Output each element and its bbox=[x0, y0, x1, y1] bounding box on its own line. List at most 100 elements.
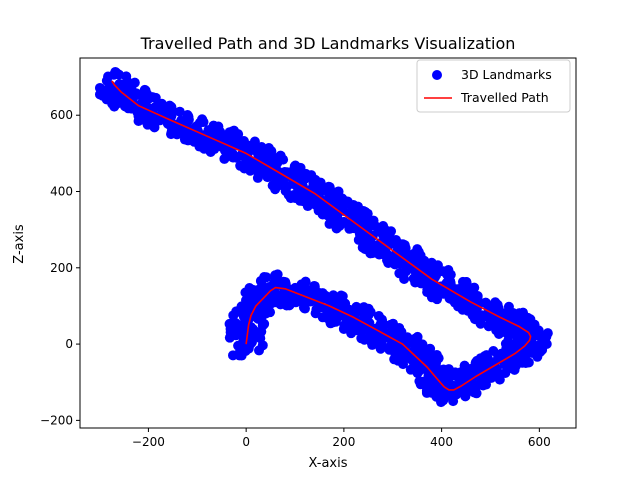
landmark-point bbox=[504, 324, 515, 335]
landmark-point bbox=[357, 242, 368, 253]
y-tick-label: 0 bbox=[65, 337, 73, 351]
landmark-point bbox=[324, 218, 335, 229]
landmark-point bbox=[332, 195, 343, 206]
landmark-point bbox=[365, 241, 376, 252]
y-tick-label: 600 bbox=[50, 108, 73, 122]
landmark-point bbox=[263, 142, 274, 153]
landmark-point bbox=[238, 136, 249, 147]
landmark-point bbox=[461, 281, 472, 292]
landmark-point bbox=[231, 152, 242, 163]
landmark-point bbox=[332, 186, 343, 197]
landmark-point bbox=[310, 199, 321, 210]
landmark-point bbox=[541, 339, 552, 350]
landmark-point bbox=[355, 233, 366, 244]
landmark-point bbox=[431, 357, 442, 368]
landmark-point bbox=[459, 371, 470, 382]
landmark-point bbox=[187, 127, 198, 138]
landmark-point bbox=[312, 181, 323, 192]
landmark-point bbox=[438, 288, 449, 299]
landmark-point bbox=[239, 163, 250, 174]
landmark-point bbox=[417, 261, 428, 272]
landmark-point bbox=[98, 91, 109, 102]
landmark-point bbox=[250, 144, 261, 155]
legend: 3D Landmarks Travelled Path bbox=[416, 59, 571, 113]
landmark-point bbox=[365, 248, 376, 259]
landmark-point bbox=[327, 317, 338, 328]
landmark-point bbox=[320, 290, 331, 301]
landmark-point bbox=[270, 159, 281, 170]
landmark-point bbox=[377, 340, 388, 351]
landmark-point bbox=[443, 275, 454, 286]
y-tick-label: 200 bbox=[50, 261, 73, 275]
x-tick-label: 400 bbox=[430, 435, 453, 449]
landmark-point bbox=[400, 334, 411, 345]
landmark-point bbox=[512, 356, 523, 367]
landmark-point bbox=[475, 312, 486, 323]
landmark-point bbox=[101, 75, 112, 86]
landmark-point bbox=[110, 66, 121, 77]
landmarks-series bbox=[94, 66, 553, 408]
chart-title: Travelled Path and 3D Landmarks Visualiz… bbox=[140, 34, 516, 53]
landmark-point bbox=[477, 363, 488, 374]
landmark-point bbox=[485, 315, 496, 326]
x-tick-label: −200 bbox=[132, 435, 165, 449]
axes-frame bbox=[79, 57, 577, 429]
legend-landmarks-label: 3D Landmarks bbox=[461, 67, 552, 82]
y-tick-label: 400 bbox=[50, 185, 73, 199]
landmark-point bbox=[272, 269, 283, 280]
landmark-point bbox=[333, 307, 344, 318]
landmark-point bbox=[481, 353, 492, 364]
landmark-point bbox=[311, 293, 322, 304]
landmark-point bbox=[412, 245, 423, 256]
landmark-point bbox=[428, 290, 439, 301]
y-tick-label: −200 bbox=[40, 413, 73, 427]
x-tick-label: 200 bbox=[332, 435, 355, 449]
landmark-point bbox=[436, 375, 447, 386]
landmark-point bbox=[208, 120, 219, 131]
landmark-point bbox=[342, 219, 353, 230]
landmark-point bbox=[494, 374, 505, 385]
landmark-point bbox=[294, 173, 305, 184]
landmark-point bbox=[283, 290, 294, 301]
landmark-point bbox=[347, 203, 358, 214]
landmark-point bbox=[231, 132, 242, 143]
landmark-point bbox=[412, 366, 423, 377]
landmark-point bbox=[514, 308, 525, 319]
landmark-point bbox=[358, 210, 369, 221]
landmark-point bbox=[215, 126, 226, 137]
landmark-point bbox=[395, 267, 406, 278]
legend-path-label: Travelled Path bbox=[460, 90, 549, 105]
x-axis-label: X-axis bbox=[309, 456, 348, 471]
landmark-point bbox=[138, 94, 149, 105]
landmark-point bbox=[533, 340, 544, 351]
landmark-point bbox=[131, 88, 142, 99]
landmark-point bbox=[250, 327, 261, 338]
landmark-point bbox=[299, 303, 310, 314]
y-axis-ticks: −200 0 200 400 600 bbox=[40, 108, 80, 427]
landmark-point bbox=[278, 180, 289, 191]
landmark-point bbox=[472, 292, 483, 303]
landmark-point bbox=[249, 136, 260, 147]
x-tick-label: 600 bbox=[528, 435, 551, 449]
landmark-point bbox=[270, 184, 281, 195]
y-axis-label: Z-axis bbox=[12, 224, 27, 264]
landmark-point bbox=[194, 117, 205, 128]
landmark-point bbox=[263, 171, 274, 182]
plot-area bbox=[79, 57, 577, 429]
landmark-point bbox=[480, 297, 491, 308]
landmark-point bbox=[118, 81, 129, 92]
landmark-point bbox=[327, 203, 338, 214]
landmark-point bbox=[283, 189, 294, 200]
x-tick-label: 0 bbox=[242, 435, 250, 449]
landmark-point bbox=[523, 357, 534, 368]
landmark-point bbox=[438, 364, 449, 375]
landmark-point bbox=[379, 223, 390, 234]
travelled-path-line bbox=[111, 80, 532, 391]
landmark-point bbox=[290, 165, 301, 176]
landmark-point bbox=[460, 391, 471, 402]
landmark-point bbox=[237, 305, 248, 316]
landmark-point bbox=[290, 297, 301, 308]
landmark-point bbox=[174, 106, 185, 117]
landmark-point bbox=[109, 83, 120, 94]
